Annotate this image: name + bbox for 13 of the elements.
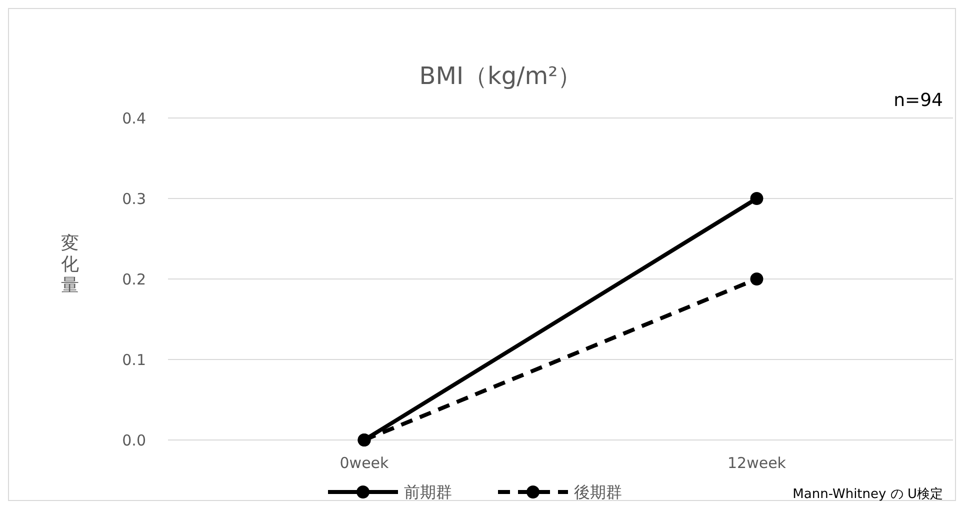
y-tick-label: 0.1 <box>122 350 146 369</box>
y-tick-label: 0.3 <box>122 190 146 208</box>
x-tick-label: 0week <box>340 454 390 472</box>
y-tick-label: 0.2 <box>122 270 146 288</box>
y-tick-label: 0.0 <box>122 431 146 450</box>
legend-label: 前期群 <box>404 482 452 502</box>
chart-title: BMI（kg/m²） <box>419 62 582 90</box>
y-axis-title: 変化量 <box>61 233 79 296</box>
x-tick-label: 12week <box>728 454 786 472</box>
text: n=94 <box>894 90 943 111</box>
y-tick-label: 0.4 <box>122 109 146 128</box>
text: Mann-Whitney の U検定 <box>792 487 943 502</box>
legend-label: 後期群 <box>574 482 622 502</box>
